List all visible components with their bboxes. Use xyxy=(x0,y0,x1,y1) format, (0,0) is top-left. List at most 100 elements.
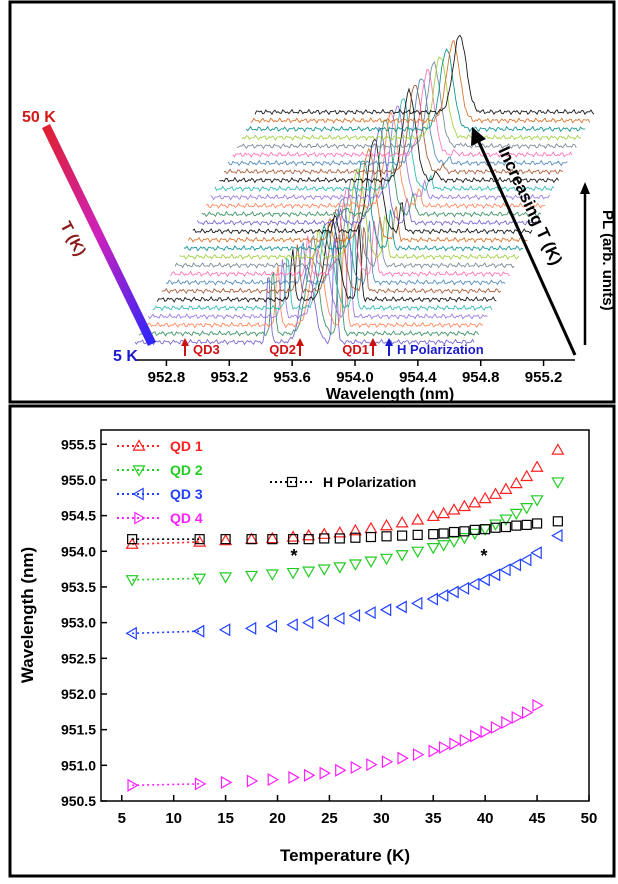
data-point xyxy=(478,491,492,504)
data-point xyxy=(520,469,534,482)
data-point xyxy=(220,534,231,545)
peak-marker-arrowhead xyxy=(181,338,189,346)
data-point xyxy=(511,520,522,531)
data-point xyxy=(125,626,137,640)
data-point xyxy=(287,534,299,545)
data-point xyxy=(488,568,501,582)
data-point xyxy=(519,553,532,567)
data-point xyxy=(286,618,298,632)
data-point xyxy=(132,439,146,451)
pl-trace xyxy=(236,60,577,150)
pl-trace xyxy=(250,40,591,124)
wavelength-tick-label: 954.4 xyxy=(399,369,437,386)
data-point xyxy=(379,603,392,617)
data-point xyxy=(395,550,409,562)
data-point xyxy=(531,518,543,529)
data-point xyxy=(490,522,501,533)
peak-markers: QD3 QD2 QD1 H Polarization xyxy=(181,338,484,357)
series-connector xyxy=(132,783,200,787)
top-panel: 952.8 953.2 953.6 954.0 954.4 954.8 955.2 Wave… xyxy=(8,0,616,404)
wavelength-tick-label: 955.2 xyxy=(525,369,563,386)
pl-trace xyxy=(232,68,573,159)
data-point xyxy=(194,534,205,545)
pl-waterfall xyxy=(134,34,595,346)
wavelength-tick-label: 953.2 xyxy=(211,369,249,386)
data-point xyxy=(511,710,524,725)
data-point xyxy=(134,511,146,525)
data-point xyxy=(132,487,144,501)
pl-trace xyxy=(174,178,515,269)
data-point xyxy=(459,526,470,537)
data-point xyxy=(364,606,376,620)
data-point xyxy=(447,536,461,549)
data-point xyxy=(499,514,513,526)
y-tick-label: 955.0 xyxy=(61,472,96,488)
series-h-polarization xyxy=(127,516,563,545)
data-point xyxy=(470,729,482,743)
series-qd-2 xyxy=(125,477,565,587)
data-point xyxy=(459,733,472,747)
temperature-bottom-label: 5 K xyxy=(113,348,138,365)
pl-axis-label: PL (arb. units) xyxy=(599,210,616,311)
data-point xyxy=(288,770,300,784)
data-point xyxy=(267,534,278,545)
pl-trace xyxy=(183,160,524,252)
data-point xyxy=(193,535,207,547)
pl-trace xyxy=(214,98,555,193)
x-tick-label: 50 xyxy=(581,810,598,827)
data-point xyxy=(132,465,146,477)
data-point xyxy=(395,516,409,528)
peak-marker-arrowhead xyxy=(369,338,377,346)
data-point xyxy=(521,519,532,530)
x-tick-label: 10 xyxy=(165,810,182,827)
x-tick-label: 5 xyxy=(118,810,126,827)
data-point xyxy=(397,530,408,541)
data-point xyxy=(428,744,440,758)
data-point xyxy=(303,768,316,782)
data-point xyxy=(246,534,257,545)
data-point xyxy=(428,529,439,540)
y-tick-label: 954.5 xyxy=(61,508,96,524)
temperature-top-label: 50 K xyxy=(22,109,56,126)
series-qd-1 xyxy=(125,443,565,549)
series-qd-4 xyxy=(127,698,544,792)
data-point xyxy=(551,477,565,489)
pl-trace xyxy=(179,168,519,261)
data-point xyxy=(412,529,423,540)
bottom-series xyxy=(125,443,565,792)
data-point xyxy=(509,508,523,521)
pl-axis-arrowhead xyxy=(580,182,590,194)
legend-item: QD 1 xyxy=(117,438,203,454)
legend-item: QD 3 xyxy=(117,486,203,502)
data-point xyxy=(438,740,451,755)
data-point xyxy=(334,533,345,544)
data-point xyxy=(530,460,544,472)
data-point xyxy=(478,573,490,587)
data-point xyxy=(397,751,409,765)
bottom-panel: 5 10 15 20 25 30 35 40 45 50 950.5 951.0 951.5 952.0 9… xyxy=(8,404,616,878)
series-connector xyxy=(132,577,200,581)
x-tick-label: 30 xyxy=(373,810,390,827)
data-point xyxy=(447,585,459,599)
plot-area xyxy=(100,429,590,802)
data-point xyxy=(551,529,563,543)
data-point xyxy=(219,572,233,584)
data-point xyxy=(286,567,300,580)
x-tick-label: 45 xyxy=(529,810,546,827)
data-point xyxy=(552,516,563,527)
data-point xyxy=(350,760,363,775)
data-point xyxy=(319,766,331,780)
data-point xyxy=(501,715,513,730)
bottom-axes: 5 10 15 20 25 30 35 40 45 50 950.5 951.0 951.5 952.0 9… xyxy=(61,436,597,827)
data-point xyxy=(426,542,440,555)
data-point xyxy=(286,476,298,488)
data-point xyxy=(333,611,345,625)
data-point xyxy=(437,540,451,552)
pl-trace xyxy=(223,84,564,176)
x-tick-label: 25 xyxy=(321,810,338,827)
wavelength-axis-label: Wavelength (nm) xyxy=(326,386,454,403)
asterisk-annotation: * xyxy=(290,546,297,566)
x-tick-label: 40 xyxy=(477,810,494,827)
pl-trace xyxy=(210,105,551,201)
peak-marker-label: H Polarization xyxy=(397,342,484,357)
